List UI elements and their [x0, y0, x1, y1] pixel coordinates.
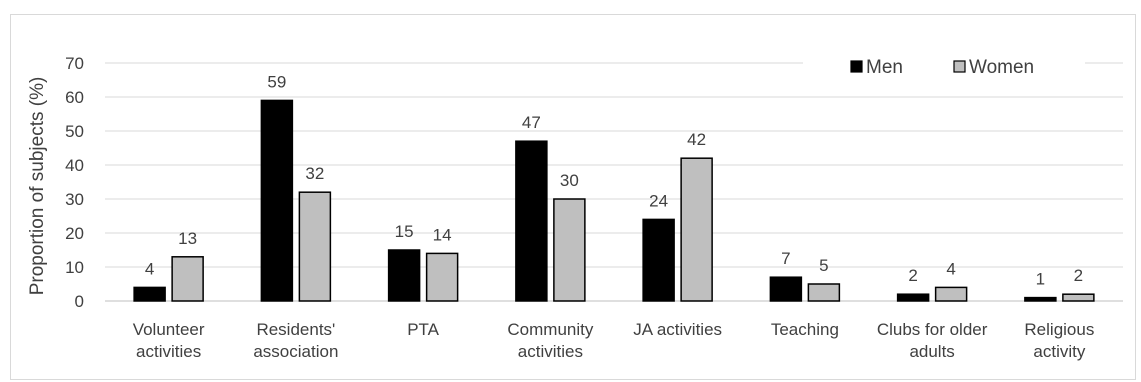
y-tick-label: 20	[65, 224, 84, 243]
bar-women	[171, 256, 204, 302]
y-tick-label: 60	[65, 88, 84, 107]
legend-label-women: Women	[969, 57, 1034, 78]
data-label: 30	[560, 171, 579, 190]
data-label: 7	[781, 249, 790, 268]
x-tick-label: activity	[1033, 342, 1085, 361]
data-label: 13	[178, 229, 197, 248]
data-label: 4	[145, 259, 154, 278]
data-label: 4	[946, 259, 955, 278]
data-label: 59	[267, 72, 286, 91]
x-tick-label: Clubs for older	[877, 320, 988, 339]
bar-men	[515, 140, 548, 302]
bars	[133, 99, 1095, 302]
chart-frame	[10, 14, 1136, 380]
x-tick-label: Community	[507, 320, 593, 339]
data-label: 47	[522, 113, 541, 132]
legend-label-men: Men	[866, 57, 903, 78]
data-label: 24	[649, 191, 668, 210]
data-label: 32	[305, 164, 324, 183]
bar-men	[642, 218, 675, 302]
legend-swatch-women	[953, 60, 966, 73]
y-axis-title: Proportion of subjects (%)	[27, 77, 48, 296]
x-tick-label: Volunteer	[133, 320, 205, 339]
bar-men	[387, 249, 421, 302]
x-tick-label: adults	[909, 342, 954, 361]
y-tick-label: 70	[65, 54, 84, 73]
legend-background	[803, 50, 1085, 86]
x-axis: Volunteer activities Residents' association…	[133, 320, 1095, 361]
data-label: 42	[687, 130, 706, 149]
y-tick-label: 40	[65, 156, 84, 175]
bar-women	[1062, 293, 1095, 302]
bar-men	[769, 276, 803, 302]
bar-men	[896, 293, 930, 302]
bar-women	[807, 283, 841, 302]
x-tick-label: activities	[136, 342, 201, 361]
data-label: 15	[395, 222, 414, 241]
x-tick-label: Teaching	[771, 320, 839, 339]
gridlines	[105, 62, 1123, 302]
bar-women	[425, 252, 459, 302]
x-tick-label: association	[253, 342, 338, 361]
y-axis: 0 10 20 30 40 50 60 70	[65, 54, 84, 311]
y-tick-label: 30	[65, 190, 84, 209]
data-label: 2	[908, 266, 917, 285]
data-label: 1	[1036, 270, 1045, 289]
bar-women	[553, 198, 586, 302]
legend: Men Women	[803, 50, 1085, 86]
x-tick-label: PTA	[407, 320, 439, 339]
bar-men	[1024, 296, 1057, 302]
bar-women	[680, 157, 713, 302]
x-tick-label: Religious	[1024, 320, 1094, 339]
y-tick-label: 10	[65, 258, 84, 277]
y-tick-label: 50	[65, 122, 84, 141]
bar-men	[260, 99, 294, 302]
bar-women	[298, 191, 332, 302]
data-label: 14	[433, 225, 452, 244]
data-label: 2	[1074, 266, 1083, 285]
x-tick-label: JA activities	[633, 320, 722, 339]
bar-women	[934, 286, 968, 302]
x-tick-label: activities	[518, 342, 583, 361]
data-label: 5	[819, 256, 828, 275]
legend-swatch-men	[850, 60, 863, 73]
x-tick-label: Residents'	[256, 320, 335, 339]
y-tick-label: 0	[75, 292, 84, 311]
bar-men	[133, 286, 166, 302]
